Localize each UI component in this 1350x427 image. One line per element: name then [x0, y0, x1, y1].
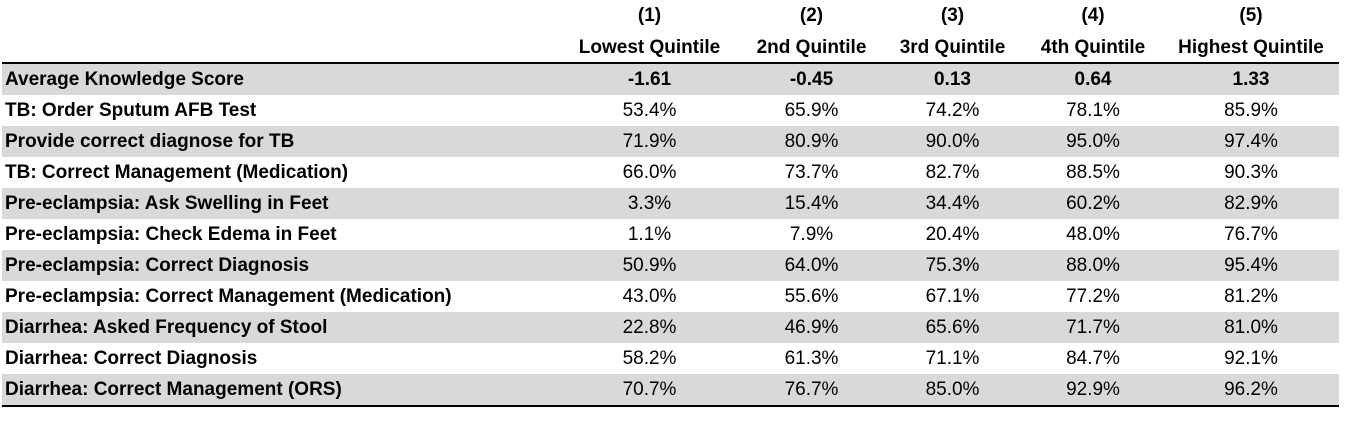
table-row: Average Knowledge Score -1.61 -0.45 0.13…: [2, 63, 1339, 95]
table-cell: 0.64: [1023, 63, 1163, 95]
column-number: (4): [1023, 0, 1163, 30]
column-number: (1): [558, 0, 741, 30]
column-name-row: Lowest Quintile 2nd Quintile 3rd Quintil…: [2, 30, 1339, 64]
table-cell: 74.2%: [925, 100, 980, 121]
row-label: Average Knowledge Score: [2, 63, 558, 95]
table-cell: 48.0%: [1066, 224, 1120, 245]
column-number-row: (1) (2) (3) (4) (5): [2, 0, 1339, 30]
table-cell: 60.2%: [1023, 188, 1163, 219]
column-header: Highest Quintile: [1163, 30, 1339, 64]
table-cell: 50.9%: [558, 250, 741, 281]
table-cell: 71.9%: [558, 126, 741, 157]
table-cell: 88.0%: [1023, 250, 1163, 281]
table-row: Diarrhea: Correct Management (ORS) 70.7%…: [2, 374, 1339, 407]
table-cell: 3.3%: [558, 188, 741, 219]
table-cell: -1.61: [558, 63, 741, 95]
column-header: 4th Quintile: [1023, 30, 1163, 64]
table-cell: 76.7%: [1224, 224, 1278, 245]
table-row: Pre-eclampsia: Ask Swelling in Feet 3.3%…: [2, 188, 1339, 219]
column-number: (3): [882, 0, 1023, 30]
table-cell: 97.4%: [1163, 126, 1339, 157]
table-cell: 96.2%: [1163, 374, 1339, 407]
table-cell: 90.3%: [1224, 162, 1278, 183]
table-row: Diarrhea: Correct Diagnosis 58.2% 61.3% …: [2, 343, 1339, 374]
row-label: TB: Correct Management (Medication): [5, 162, 349, 183]
column-number: (5): [1163, 0, 1339, 30]
table-cell: 7.9%: [789, 224, 834, 245]
table-cell: 70.7%: [558, 374, 741, 407]
table-cell: 85.9%: [1224, 100, 1278, 121]
table-cell: 20.4%: [925, 224, 980, 245]
row-label: Pre-eclampsia: Ask Swelling in Feet: [2, 188, 558, 219]
table-row: Pre-eclampsia: Check Edema in Feet 1.1% …: [2, 219, 1339, 250]
table-cell: 43.0%: [622, 286, 677, 307]
table-cell: 64.0%: [741, 250, 882, 281]
row-label: TB: Order Sputum AFB Test: [5, 100, 257, 121]
column-number: (2): [741, 0, 882, 30]
table-cell: 71.7%: [1023, 312, 1163, 343]
table-cell: 82.9%: [1163, 188, 1339, 219]
table-cell: 81.0%: [1163, 312, 1339, 343]
table-cell: 75.3%: [882, 250, 1023, 281]
table-cell: 0.13: [882, 63, 1023, 95]
row-label: Diarrhea: Asked Frequency of Stool: [2, 312, 558, 343]
header-corner-top: [2, 0, 558, 30]
table-row: Pre-eclampsia: Correct Diagnosis 50.9% 6…: [2, 250, 1339, 281]
column-header: 2nd Quintile: [741, 30, 882, 64]
table-cell: 58.2%: [622, 348, 677, 369]
table-header: (1) (2) (3) (4) (5) Lowest Quintile 2nd …: [2, 0, 1339, 64]
table-cell: 80.9%: [741, 126, 882, 157]
table-cell: 85.0%: [882, 374, 1023, 407]
table-cell: 90.0%: [882, 126, 1023, 157]
table-row: Diarrhea: Asked Frequency of Stool 22.8%…: [2, 312, 1339, 343]
column-header: 3rd Quintile: [882, 30, 1023, 64]
row-label: Pre-eclampsia: Correct Management (Medic…: [5, 286, 452, 307]
table-cell: 88.5%: [1066, 162, 1120, 183]
table-cell: 1.1%: [627, 224, 672, 245]
knowledge-quintile-table-container: (1) (2) (3) (4) (5) Lowest Quintile 2nd …: [2, 0, 1339, 407]
table-cell: 78.1%: [1066, 100, 1120, 121]
table-cell: -0.45: [741, 63, 882, 95]
table-body: Average Knowledge Score -1.61 -0.45 0.13…: [2, 63, 1339, 407]
table-cell: 66.0%: [622, 162, 677, 183]
table-cell: 46.9%: [741, 312, 882, 343]
row-label: Pre-eclampsia: Check Edema in Feet: [5, 224, 337, 245]
row-label: Diarrhea: Correct Diagnosis: [5, 348, 258, 369]
table-cell: 67.1%: [925, 286, 980, 307]
table-row: Provide correct diagnose for TB 71.9% 80…: [2, 126, 1339, 157]
table-row: TB: Order Sputum AFB Test 53.4% 65.9% 74…: [2, 95, 1339, 126]
table-cell: 55.6%: [784, 286, 839, 307]
table-cell: 92.1%: [1224, 348, 1278, 369]
table-cell: 22.8%: [558, 312, 741, 343]
table-cell: 76.7%: [741, 374, 882, 407]
table-cell: 65.9%: [784, 100, 839, 121]
table-row: TB: Correct Management (Medication) 66.0…: [2, 157, 1339, 188]
table-cell: 95.0%: [1023, 126, 1163, 157]
table-cell: 65.6%: [882, 312, 1023, 343]
table-cell: 71.1%: [925, 348, 980, 369]
table-cell: 95.4%: [1163, 250, 1339, 281]
table-cell: 82.7%: [925, 162, 980, 183]
knowledge-quintile-table: (1) (2) (3) (4) (5) Lowest Quintile 2nd …: [2, 0, 1339, 407]
table-cell: 84.7%: [1066, 348, 1120, 369]
table-cell: 77.2%: [1066, 286, 1120, 307]
table-cell: 73.7%: [784, 162, 839, 183]
table-cell: 1.33: [1163, 63, 1339, 95]
row-label: Pre-eclampsia: Correct Diagnosis: [2, 250, 558, 281]
header-corner-bottom: [2, 30, 558, 64]
table-cell: 81.2%: [1224, 286, 1278, 307]
row-label: Provide correct diagnose for TB: [2, 126, 558, 157]
table-cell: 92.9%: [1023, 374, 1163, 407]
table-cell: 15.4%: [741, 188, 882, 219]
table-row: Pre-eclampsia: Correct Management (Medic…: [2, 281, 1339, 312]
table-cell: 53.4%: [622, 100, 677, 121]
column-header: Lowest Quintile: [558, 30, 741, 64]
row-label: Diarrhea: Correct Management (ORS): [2, 374, 558, 407]
table-cell: 34.4%: [882, 188, 1023, 219]
table-cell: 61.3%: [784, 348, 839, 369]
